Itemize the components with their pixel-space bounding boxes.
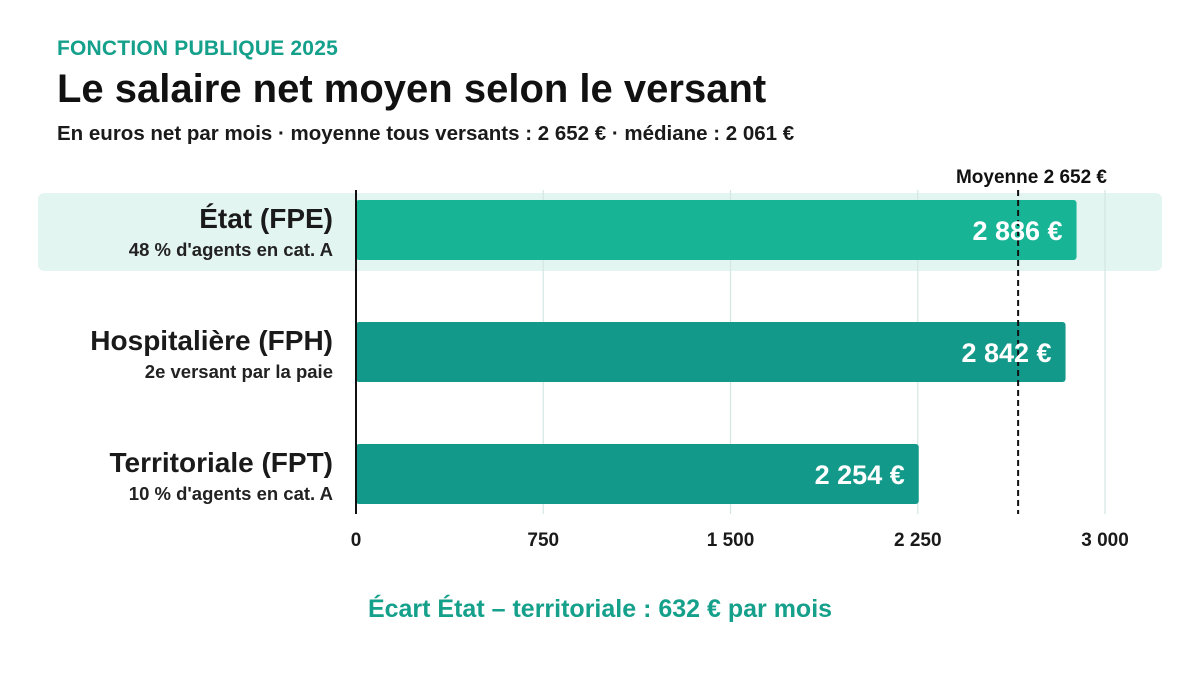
- category-note: 48 % d'agents en cat. A: [129, 239, 333, 260]
- x-tick-label: 3 000: [1081, 530, 1129, 551]
- x-tick-label: 750: [527, 530, 559, 551]
- chart-subtitle: En euros net par mois · moyenne tous ver…: [57, 122, 795, 145]
- bar-value-label: 2 842 €: [961, 338, 1051, 368]
- bar: [356, 200, 1077, 260]
- x-tick-label: 2 250: [894, 530, 942, 551]
- category-label: Hospitalière (FPH): [90, 325, 333, 356]
- category-note: 10 % d'agents en cat. A: [129, 483, 333, 504]
- bar: [356, 444, 919, 504]
- bar-value-label: 2 886 €: [972, 216, 1062, 246]
- mean-reference-label: Moyenne 2 652 €: [956, 167, 1107, 188]
- chart-title: Le salaire net moyen selon le versant: [57, 67, 767, 111]
- x-tick-label: 1 500: [707, 530, 755, 551]
- chart-kicker: FONCTION PUBLIQUE 2025: [57, 37, 338, 60]
- category-note: 2e versant par la paie: [145, 361, 333, 382]
- x-tick-label: 0: [351, 530, 362, 551]
- bar-value-label: 2 254 €: [815, 460, 905, 490]
- category-label: Territoriale (FPT): [109, 447, 333, 478]
- bar: [356, 322, 1066, 382]
- gap-note: Écart État – territoriale : 632 € par mo…: [367, 595, 833, 623]
- category-label: État (FPE): [199, 203, 333, 234]
